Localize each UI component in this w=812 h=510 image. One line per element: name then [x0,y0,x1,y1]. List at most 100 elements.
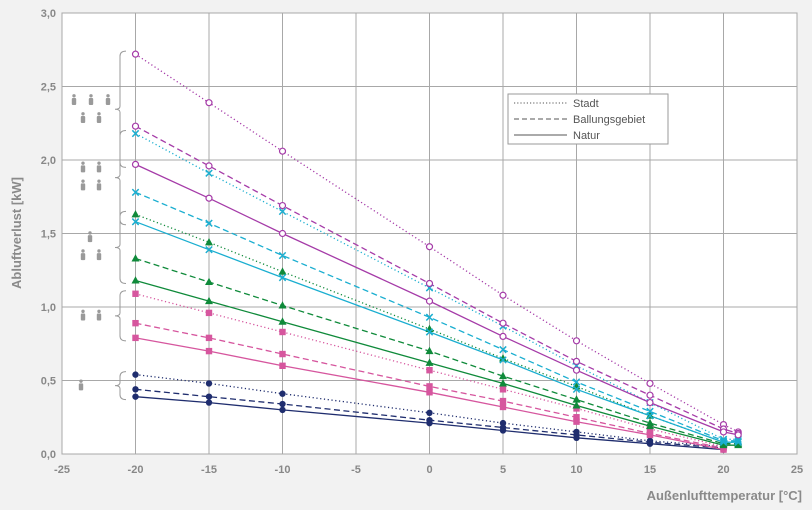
data-point-marker [572,385,581,394]
series-line [135,293,724,448]
data-point-marker [646,379,654,388]
data-point-marker [499,356,507,364]
data-point-marker [499,419,507,427]
person-icon [96,249,102,261]
person-icon [71,94,77,105]
legend-label-ballungsgebiet: Ballungsgebiet [573,114,645,126]
data-point-marker [205,219,213,227]
data-point-marker [719,438,728,446]
data-point-marker [205,162,213,170]
person-icon [80,112,86,123]
markers-layer [131,50,743,453]
person-icon [80,309,86,321]
data-point-marker [131,129,140,138]
data-point-marker [131,160,140,169]
data-point-marker [205,245,213,254]
x-tick-label: 25 [791,464,803,476]
person-icon [80,249,86,261]
data-point-marker [719,435,728,444]
data-point-marker [278,273,287,282]
person-icon [96,161,102,173]
data-point-marker [278,267,287,275]
person-icon [78,379,84,391]
data-point-marker [279,328,286,336]
data-point-marker [425,358,434,366]
person-icon [96,112,102,123]
data-point-marker [132,319,139,327]
person-icon [87,231,93,243]
person-icon [80,161,86,173]
data-point-marker [425,328,434,336]
group-bracket [114,50,127,168]
legend-label-natur: Natur [573,130,600,142]
data-point-marker [205,309,213,317]
data-point-marker [278,301,287,309]
x-tick-label: 5 [500,464,506,476]
person-icon [105,94,111,105]
x-tick-label: 0 [426,464,432,476]
data-point-marker [131,188,140,197]
data-point-marker [278,317,287,325]
data-point-marker [279,406,286,414]
person-icon [96,179,102,191]
data-point-marker [572,337,581,345]
data-point-marker [720,446,727,453]
series-line [135,322,724,449]
person-groups [71,50,127,401]
data-point-marker [131,218,140,226]
data-point-marker [278,207,287,216]
data-point-marker [132,290,139,297]
data-point-marker [205,194,213,202]
x-tick-label: -15 [201,464,217,476]
data-point-marker [572,378,581,386]
y-tick-label: 0,5 [41,376,56,388]
data-point-marker [132,393,139,400]
person-icon [88,94,94,105]
data-point-marker [573,418,580,425]
x-tick-label: -5 [351,464,361,476]
data-point-marker [499,427,507,434]
data-point-marker [426,383,433,390]
legend: Stadt Ballungsgebiet Natur [507,93,669,145]
data-point-marker [205,277,213,286]
data-point-marker [425,346,434,355]
data-point-marker [205,399,213,406]
data-point-marker [205,296,213,305]
data-point-marker [132,334,139,342]
data-point-marker [734,437,742,445]
data-point-marker [131,122,140,130]
data-point-marker [279,362,286,369]
x-tick-label: -25 [54,464,70,476]
data-point-marker [278,147,287,155]
data-point-marker [425,279,434,288]
data-point-marker [573,434,580,442]
data-point-marker [499,345,507,354]
data-point-marker [278,251,287,260]
y-tick-label: 3,0 [41,8,56,20]
x-axis-label: Außenlufttemperatur [°C] [647,488,802,503]
data-point-marker [131,210,140,218]
data-point-marker [205,238,213,246]
data-point-marker [499,371,507,380]
data-point-marker [646,412,654,420]
data-point-marker [499,379,507,387]
data-point-marker [425,313,434,322]
y-tick-label: 1,5 [41,229,56,241]
group-bracket [114,290,127,342]
data-point-marker [279,390,286,397]
data-point-marker [278,229,287,238]
data-point-marker [205,169,213,177]
data-point-marker [279,400,286,408]
series-line [135,337,724,451]
data-point-marker [499,319,507,327]
series-line [135,388,724,449]
data-point-marker [719,437,728,445]
x-tick-label: 15 [644,464,656,476]
data-point-marker [573,414,580,421]
data-point-marker [719,440,728,449]
series-line [135,396,724,451]
x-tick-labels: -25 -20 -15 -10 -5 0 5 10 15 20 25 [54,464,803,476]
data-point-marker [646,431,654,439]
data-point-marker [646,391,654,399]
